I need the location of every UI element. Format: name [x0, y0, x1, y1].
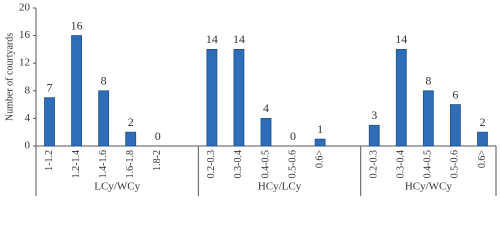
- x-tick-label: 1.8-2: [152, 150, 163, 171]
- x-tick-label: 0.6>: [314, 150, 325, 169]
- x-tick-label: 0.2-0.3: [369, 150, 380, 178]
- value-label: 16: [71, 18, 83, 32]
- x-tick-label: 0.4-0.5: [260, 150, 271, 178]
- x-tick-label: 0.3-0.4: [396, 150, 407, 178]
- x-tick-label: 0.2-0.3: [206, 150, 217, 178]
- value-label: 6: [452, 87, 458, 101]
- value-label: 3: [371, 108, 377, 122]
- value-label: 7: [47, 80, 53, 94]
- y-tick-label: 8: [25, 84, 31, 96]
- value-label: 8: [425, 74, 431, 88]
- x-tick-label: 0.5-0.6: [287, 150, 298, 178]
- x-tick-label: 0.4-0.5: [423, 150, 434, 178]
- y-tick-label: 12: [19, 57, 30, 69]
- x-tick-label: 1-1.2: [44, 150, 55, 171]
- value-label: 0: [290, 129, 296, 143]
- y-axis-label: Number of courtyards: [4, 33, 15, 121]
- x-tick-label: 1.6-1.8: [125, 150, 136, 178]
- bar: [98, 90, 110, 147]
- value-label: 2: [479, 115, 485, 129]
- bar: [422, 90, 434, 147]
- y-tick-label: 0: [25, 140, 31, 152]
- x-tick-label: 0.3-0.4: [233, 150, 244, 178]
- bar: [450, 104, 461, 147]
- value-label: 2: [128, 115, 134, 129]
- group-label: HCy/LCy: [258, 181, 302, 193]
- bar: [477, 131, 488, 147]
- bar: [125, 131, 137, 147]
- bar: [206, 49, 218, 147]
- bar: [44, 97, 55, 147]
- value-label: 14: [233, 32, 245, 46]
- x-tick-label: 1.2-1.4: [71, 150, 82, 178]
- bar: [395, 49, 407, 147]
- bar: [368, 124, 380, 147]
- value-label: 4: [263, 101, 269, 115]
- y-tick-label: 4: [25, 112, 31, 124]
- y-tick-label: 20: [19, 2, 31, 14]
- bar: [71, 35, 82, 147]
- value-label: 1: [317, 122, 323, 136]
- x-tick-label: 0.6>: [477, 150, 488, 169]
- value-label: 0: [155, 129, 161, 143]
- group-label: HCy/WCy: [405, 181, 453, 193]
- x-tick-label: 1.4-1.6: [98, 150, 109, 178]
- value-label: 14: [395, 32, 407, 46]
- y-tick-label: 16: [19, 29, 31, 41]
- bar: [233, 49, 245, 147]
- bar: [260, 118, 272, 147]
- bar: [314, 138, 326, 147]
- value-label: 14: [206, 32, 218, 46]
- group-label: LCy/WCy: [94, 181, 140, 193]
- x-tick-label: 0.5-0.6: [450, 150, 461, 178]
- value-label: 8: [101, 74, 107, 88]
